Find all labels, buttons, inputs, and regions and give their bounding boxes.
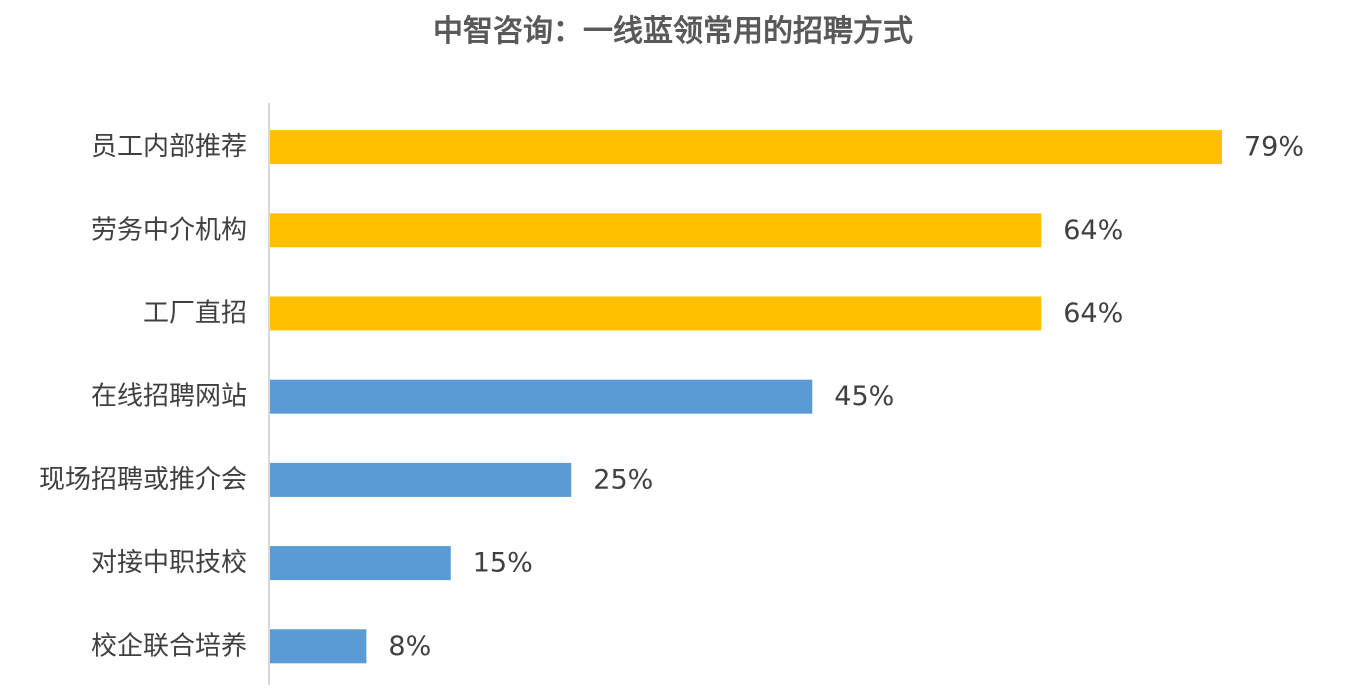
chart-title: 中智咨询：一线蓝领常用的招聘方式 <box>433 14 913 49</box>
category-label-1: 劳务中介机构 <box>91 215 247 245</box>
category-label-6: 校企联合培养 <box>91 631 247 661</box>
value-label-0: 79% <box>1244 132 1304 163</box>
bar-3 <box>270 379 813 414</box>
value-label-5: 15% <box>473 548 533 579</box>
bar-0 <box>270 130 1222 165</box>
category-label-5: 对接中职技校 <box>91 548 247 578</box>
value-label-4: 25% <box>593 464 653 495</box>
bar-2 <box>270 296 1042 331</box>
category-label-4: 现场招聘或推介会 <box>39 465 247 495</box>
value-label-2: 64% <box>1063 298 1123 329</box>
value-label-6: 8% <box>388 631 431 662</box>
value-label-3: 45% <box>834 381 894 412</box>
category-label-3: 在线招聘网站 <box>91 382 247 412</box>
value-label-1: 64% <box>1063 215 1123 246</box>
category-label-2: 工厂直招 <box>143 299 247 329</box>
bar-6 <box>270 629 367 664</box>
bar-4 <box>270 462 572 497</box>
bar-1 <box>270 213 1042 248</box>
bar-5 <box>270 546 451 581</box>
category-label-0: 员工内部推荐 <box>91 132 247 162</box>
